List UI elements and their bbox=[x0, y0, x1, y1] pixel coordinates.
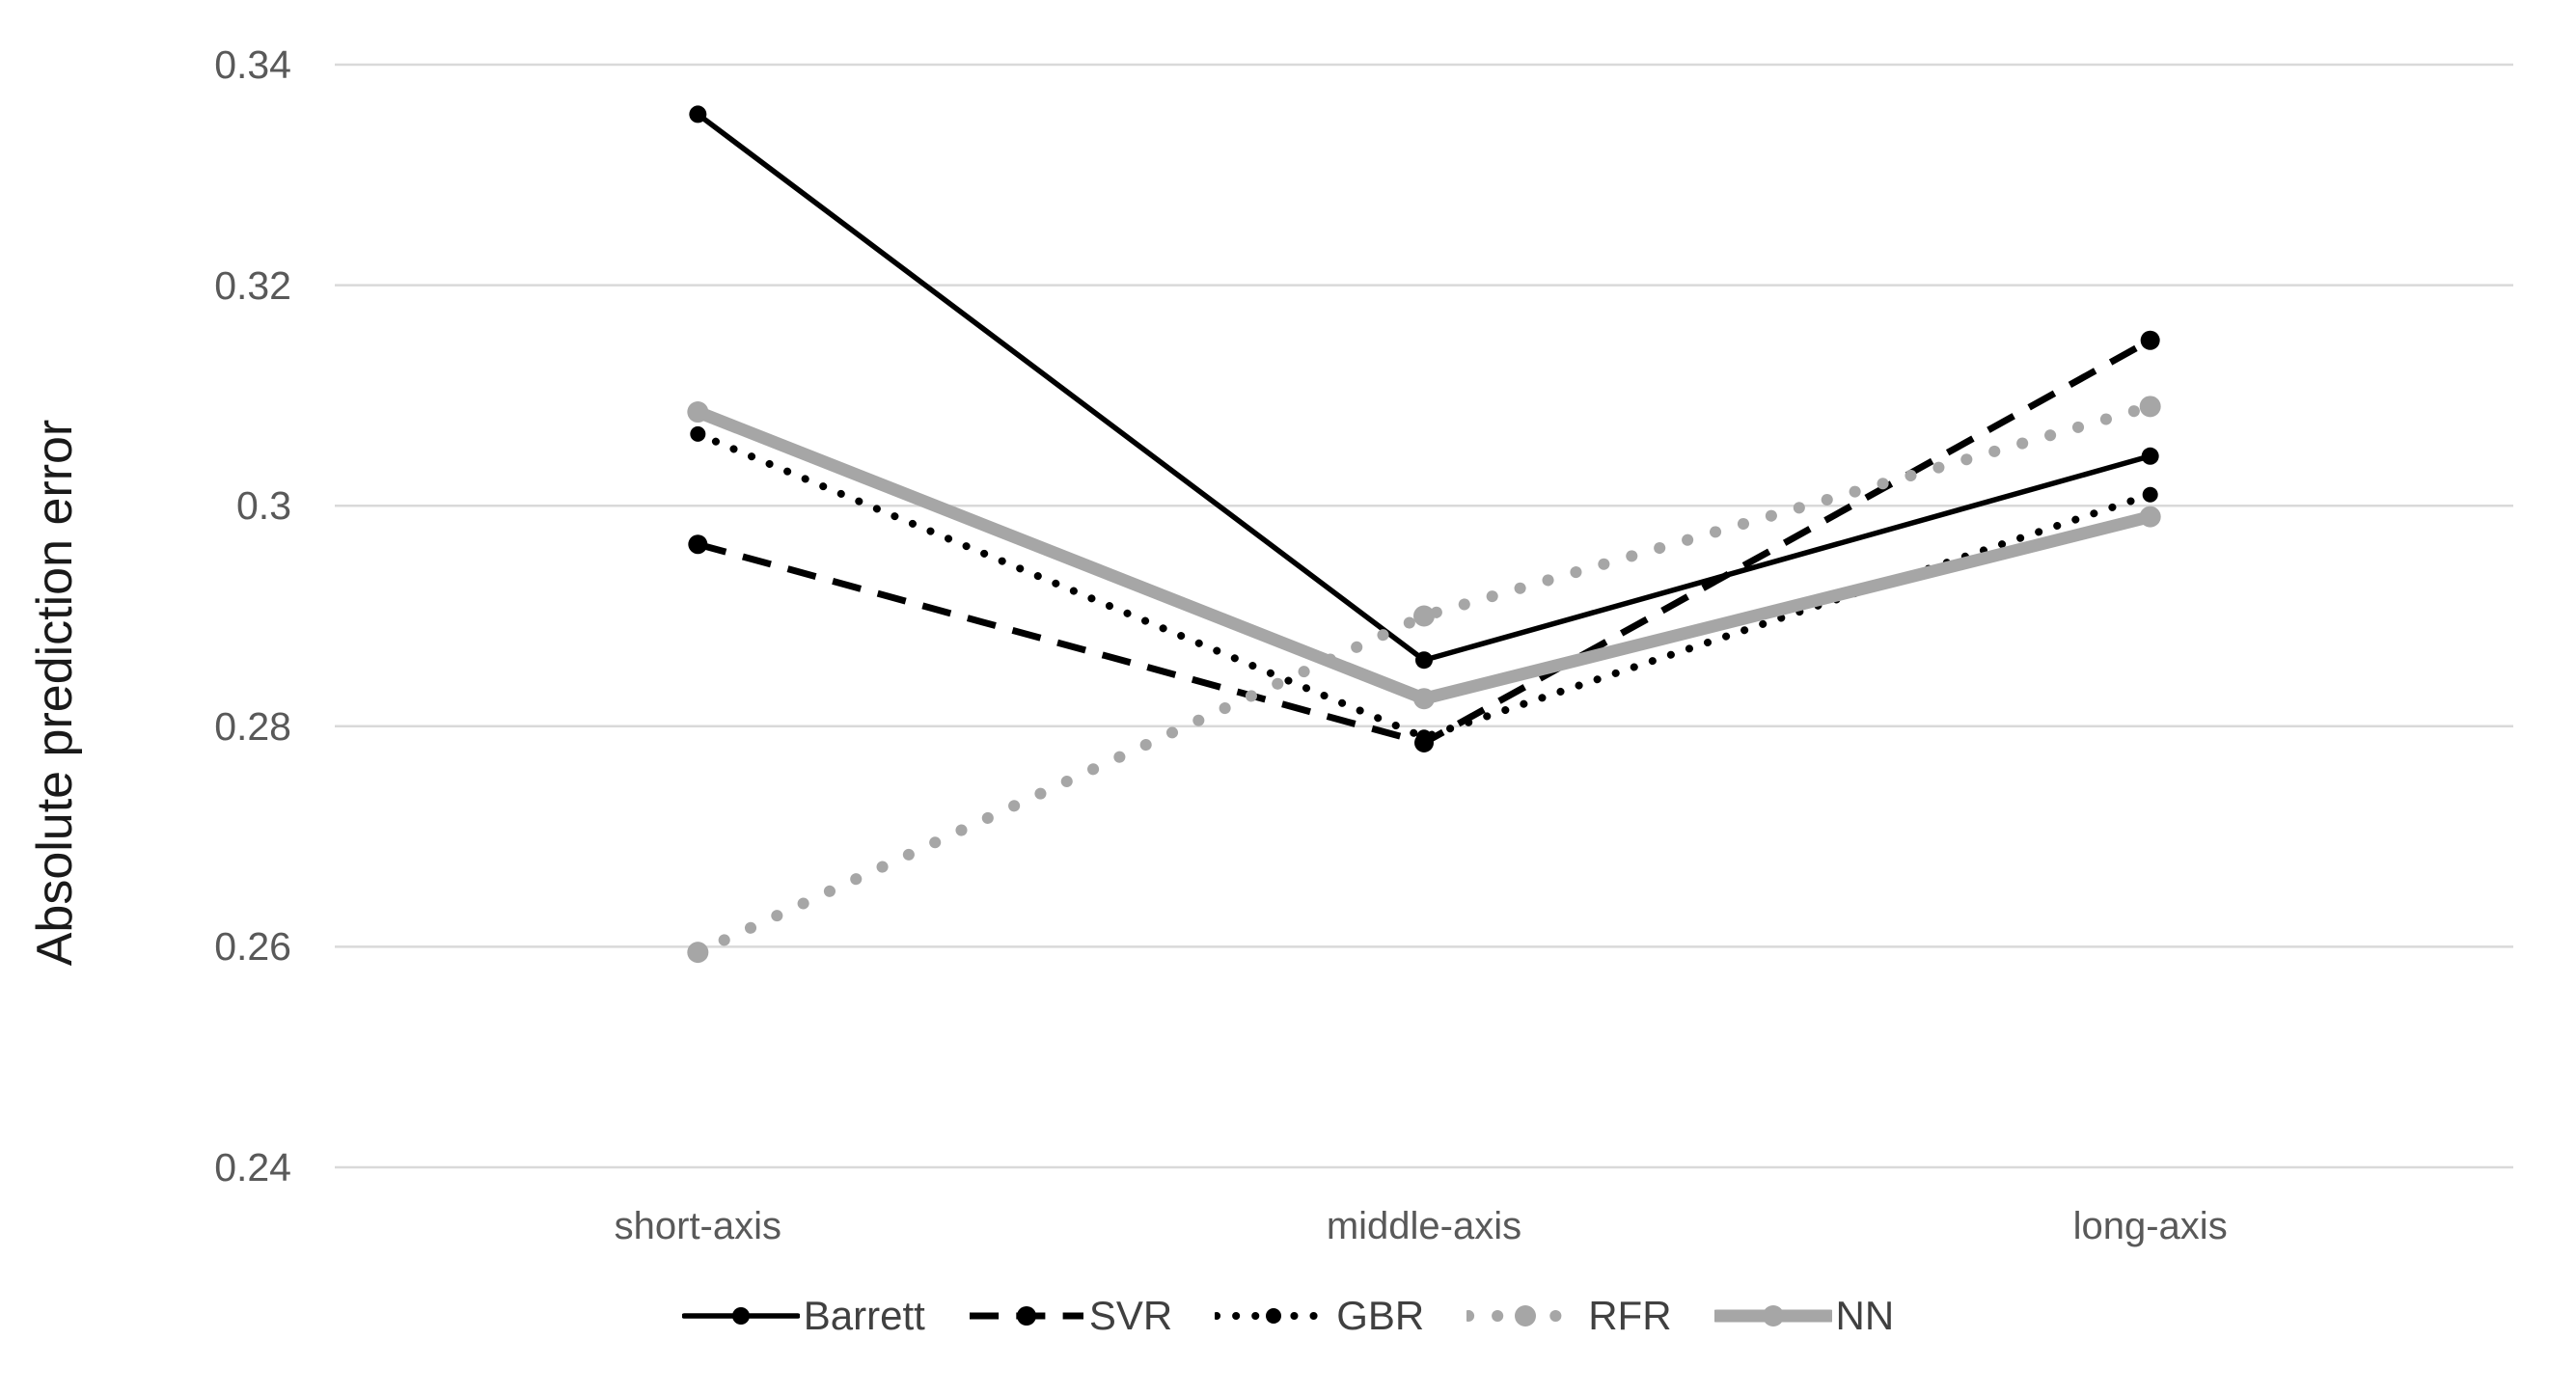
y-tick-label: 0.28 bbox=[214, 703, 291, 749]
x-category-label: long-axis bbox=[2072, 1205, 2228, 1247]
legend-label: RFR bbox=[1588, 1293, 1672, 1338]
y-tick-label: 0.26 bbox=[214, 924, 291, 970]
y-tick-label: 0.32 bbox=[214, 262, 291, 308]
legend-sample-line bbox=[969, 1306, 1083, 1326]
legend-sample-line bbox=[1215, 1308, 1333, 1324]
legend-label: Barrett bbox=[803, 1293, 925, 1338]
legend-label: GBR bbox=[1336, 1293, 1425, 1338]
y-tick-label: 0.24 bbox=[214, 1145, 291, 1190]
y-tick-label: 0.3 bbox=[236, 483, 291, 529]
legend-item-rfr: RFR bbox=[1466, 1291, 1672, 1341]
x-category-label: middle-axis bbox=[1326, 1205, 1522, 1247]
legend-label: NN bbox=[1835, 1293, 1895, 1338]
legend-item-nn: NN bbox=[1713, 1291, 1895, 1341]
legend-item-gbr: GBR bbox=[1215, 1291, 1424, 1341]
y-axis-title: Absolute prediction error bbox=[27, 419, 83, 967]
legend-sample-line bbox=[681, 1307, 800, 1325]
y-tick-label: 0.34 bbox=[214, 42, 291, 87]
x-category-label: short-axis bbox=[614, 1205, 782, 1247]
legend-sample-line bbox=[1466, 1305, 1585, 1327]
legend-label: SVR bbox=[1088, 1293, 1173, 1338]
legend-item-barrett: Barrett bbox=[681, 1291, 925, 1341]
legend: Barrett SVR GBR RFR NN bbox=[0, 1291, 2576, 1341]
legend-sample-line bbox=[1713, 1305, 1832, 1327]
legend-item-svr: SVR bbox=[968, 1291, 1172, 1341]
